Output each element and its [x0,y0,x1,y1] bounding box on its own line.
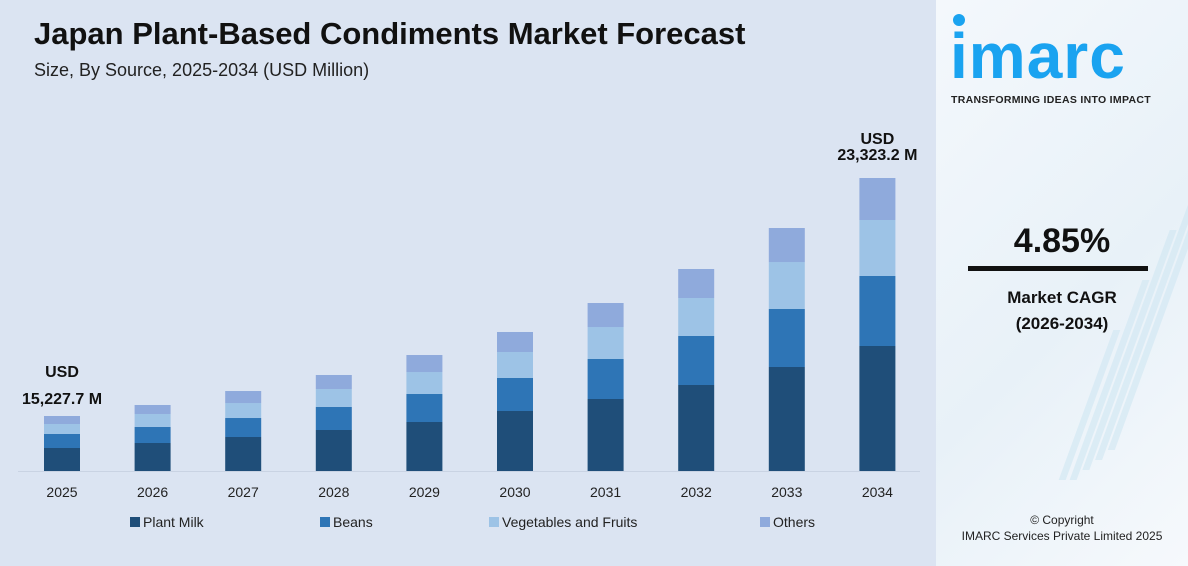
bar-segment-beans-2030 [497,377,533,412]
x-tick-label: 2032 [681,484,712,500]
legend-swatch-vegetables-and-fruits [489,517,499,527]
bar-segment-plant-milk-2026 [134,442,171,471]
bar-segment-plant-milk-2029 [406,422,443,471]
total-annotation-value: 15,227.7 M [22,391,102,408]
bar-segment-beans-2033 [768,309,805,368]
x-tick-label: 2031 [590,484,621,500]
x-tick-label: 2029 [409,484,440,500]
bar-segment-others-2033 [768,228,805,263]
bar-segment-vegetables-and-fruits-2034 [859,219,896,277]
bar-segment-beans-2027 [225,418,262,438]
bar-segment-others-2026 [134,404,171,414]
logo-dot-icon [953,14,965,26]
bar-segment-others-2030 [497,331,533,352]
bar-segment-beans-2032 [678,336,715,385]
legend-swatch-plant-milk [130,517,140,527]
imarc-logo: imarc [950,20,1126,92]
bar-segment-plant-milk-2028 [315,429,352,471]
bar-segment-vegetables-and-fruits-2025 [44,424,80,435]
bar-segment-others-2028 [315,374,352,389]
x-tick-label: 2030 [499,484,530,500]
logo-tagline: TRANSFORMING IDEAS INTO IMPACT [951,94,1151,106]
legend-label: Plant Milk [143,514,205,530]
bar-segment-others-2034 [859,178,896,220]
bar-segment-beans-2025 [44,434,80,448]
bar-segment-beans-2031 [587,359,624,400]
company-name: IMARC Services Private Limited 2025 [961,529,1163,543]
bar-segment-plant-milk-2031 [587,399,624,471]
total-annotation-currency: USD [45,364,79,381]
bar-segment-vegetables-and-fruits-2029 [406,372,443,395]
x-tick-label: 2027 [228,484,259,500]
cagr-label-text: Market CAGR [1007,288,1117,307]
bar-segment-others-2029 [406,355,443,373]
bar-segment-plant-milk-2030 [497,411,533,471]
bar-segment-others-2027 [225,391,262,404]
bar-segment-vegetables-and-fruits-2031 [587,327,624,360]
x-tick-label: 2026 [137,484,168,500]
chart-panel: Japan Plant-Based Condiments Market Fore… [18,16,920,530]
legend-label: Vegetables and Fruits [502,514,637,530]
x-tick-label: 2025 [46,484,77,500]
bar-segment-beans-2034 [859,276,896,347]
legend-label: Beans [333,514,373,530]
cagr-label: Market CAGR (2026-2034) [936,285,1188,337]
copyright: © Copyright IMARC Services Private Limit… [936,512,1188,544]
bar-segment-vegetables-and-fruits-2032 [678,297,715,337]
chart-subtitle: Size, By Source, 2025-2034 (USD Million) [34,60,370,80]
bar-segment-plant-milk-2034 [859,346,896,471]
bar-segment-plant-milk-2025 [44,447,80,471]
bar-segment-vegetables-and-fruits-2030 [497,351,533,378]
legend-swatch-beans [320,517,330,527]
x-tick-label: 2033 [771,484,802,500]
bar-segment-beans-2028 [315,406,352,430]
bar-segment-vegetables-and-fruits-2026 [134,413,171,427]
cagr-value: 4.85% [1013,222,1111,260]
chart-title: Japan Plant-Based Condiments Market Fore… [34,16,746,51]
x-tick-label: 2028 [318,484,349,500]
total-annotation-value: 23,323.2 M [837,147,917,164]
legend-swatch-others [760,517,770,527]
bar-segment-beans-2026 [134,426,171,443]
bar-segment-beans-2029 [406,394,443,423]
bar-segment-plant-milk-2033 [768,367,805,471]
copyright-label: © Copyright [1030,513,1094,527]
info-sidebar: imarc TRANSFORMING IDEAS INTO IMPACT 4.8… [936,0,1188,566]
stacked-bar-chart: 2025 2026 2027 2028 2029 2030 2031 2032 2033 2034… [18,131,920,530]
total-annotation-currency: USD [861,131,895,148]
bar-segment-others-2025 [44,416,80,425]
bar-segment-plant-milk-2032 [678,384,715,471]
bar-segment-vegetables-and-fruits-2027 [225,403,262,419]
bar-segment-vegetables-and-fruits-2028 [315,388,352,407]
bar-segment-others-2032 [678,269,715,298]
x-tick-label: 2034 [862,484,893,500]
bar-segment-plant-milk-2027 [225,437,262,471]
legend-label: Others [773,514,815,530]
cagr-period: (2026-2034) [1015,314,1109,333]
bar-segment-others-2031 [587,303,624,328]
bar-segment-vegetables-and-fruits-2033 [768,262,805,310]
cagr-divider [968,266,1148,271]
